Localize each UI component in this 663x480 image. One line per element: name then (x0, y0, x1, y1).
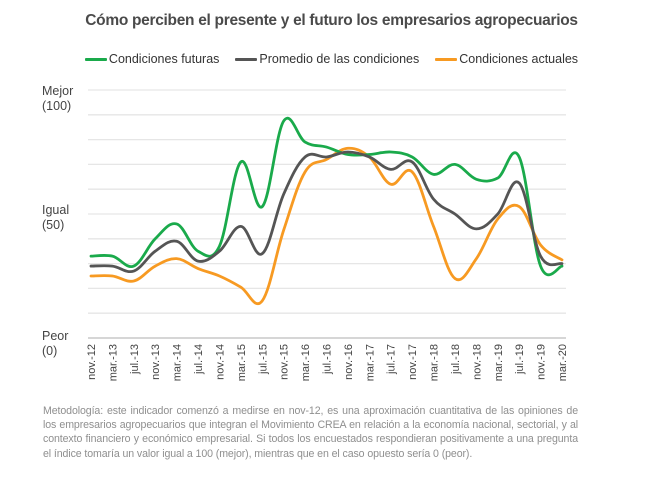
chart-legend: Condiciones futuras Promedio de las cond… (0, 52, 663, 66)
legend-label-futuras: Condiciones futuras (108, 52, 220, 66)
chart-title: Cómo perciben el presente y el futuro lo… (85, 12, 578, 29)
x-tick-label: nov.-14 (214, 344, 226, 380)
x-tick-label: mar.-19 (493, 344, 505, 381)
x-tick-label: mar.-16 (300, 344, 312, 381)
legend-swatch-actuales (435, 57, 458, 61)
x-tick-label: nov.-13 (150, 344, 162, 380)
x-tick-label: jul.-16 (322, 344, 334, 375)
x-tick-label: mar.-18 (429, 344, 441, 381)
legend-swatch-promedio (235, 57, 258, 61)
y-label-mid-value: (50) (42, 218, 65, 232)
legend-item-actuales: Condiciones actuales (435, 52, 578, 66)
line-chart: nov.-12 mar.-13 jul.-13 nov.-13 mar.-14 jul.-… (86, 89, 569, 381)
x-tick-label: jul.-14 (193, 344, 205, 375)
legend-item-promedio: Promedio de las condiciones (235, 52, 419, 66)
x-tick-label: jul.-13 (129, 344, 141, 375)
x-tick-label: nov.-17 (407, 344, 419, 380)
x-tick-label: mar.-13 (107, 344, 119, 381)
methodology-note: Metodología: este indicador comenzó a me… (43, 405, 578, 460)
x-tick-label: jul.-19 (514, 344, 526, 375)
y-label-top: Mejor (100) (42, 84, 73, 114)
legend-item-futuras: Condiciones futuras (84, 52, 220, 66)
x-tick-label: jul.-15 (257, 344, 269, 375)
x-tick-label: mar.-14 (172, 344, 184, 381)
y-label-mid: Igual (50) (42, 203, 69, 233)
y-label-top-value: (100) (42, 99, 72, 113)
x-tick-label: mar.-15 (236, 344, 248, 381)
x-tick-label: nov.-15 (279, 344, 291, 380)
y-label-mid-word: Igual (42, 203, 70, 217)
x-tick-label: nov.-19 (536, 344, 548, 380)
legend-label-promedio: Promedio de las condiciones (259, 52, 420, 66)
series-line-futuras (89, 116, 564, 277)
x-tick-label: nov.-18 (471, 344, 483, 380)
x-tick-label: nov.-12 (86, 344, 98, 380)
x-tick-label: nov.-16 (343, 344, 355, 380)
x-tick-label: mar.-17 (364, 344, 376, 381)
x-tick-label: jul.-17 (386, 344, 398, 375)
legend-label-actuales: Condiciones actuales (459, 52, 579, 66)
series-line-promedio (89, 150, 564, 274)
y-label-bottom: Peor (0) (42, 329, 68, 359)
x-axis-ticks: nov.-12 mar.-13 jul.-13 nov.-13 mar.-14 jul.-… (86, 344, 569, 381)
y-label-bottom-word: Peor (42, 329, 69, 343)
y-label-top-word: Mejor (42, 84, 74, 98)
x-tick-label: jul.-18 (450, 344, 462, 375)
y-label-bottom-value: (0) (42, 344, 58, 358)
series-lines (89, 116, 564, 306)
gridlines (88, 89, 566, 339)
legend-swatch-futuras (84, 57, 107, 61)
x-tick-label: mar.-20 (557, 344, 569, 381)
series-line-actuales (89, 146, 564, 306)
